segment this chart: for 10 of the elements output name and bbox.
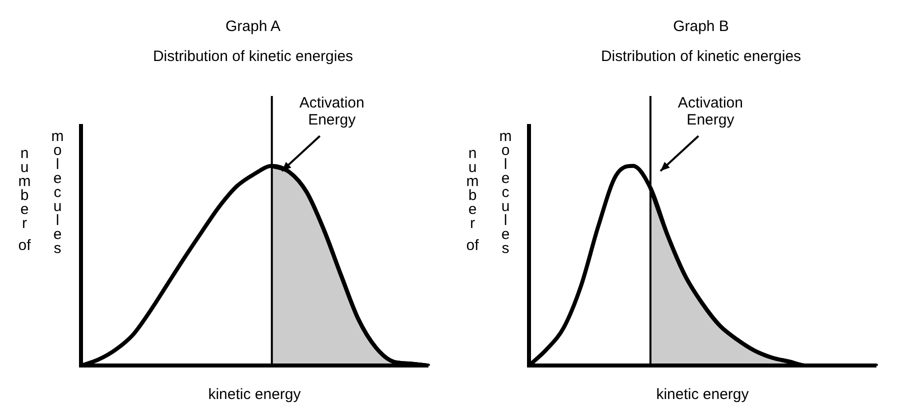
chart-title: Graph A (225, 18, 281, 36)
text: Activation Energy (299, 94, 364, 129)
text: number of molecules (464, 128, 514, 254)
x-axis-title: kinetic energy (208, 386, 302, 404)
text: Activation Energy (678, 94, 743, 129)
chart-title: Graph B (673, 18, 729, 36)
chart-subtitle: Distribution of kinetic energies (152, 48, 354, 66)
chart-subtitle: Distribution of kinetic energies (600, 48, 802, 66)
text: number of molecules (16, 128, 66, 254)
x-axis-title: kinetic energy (656, 386, 750, 404)
